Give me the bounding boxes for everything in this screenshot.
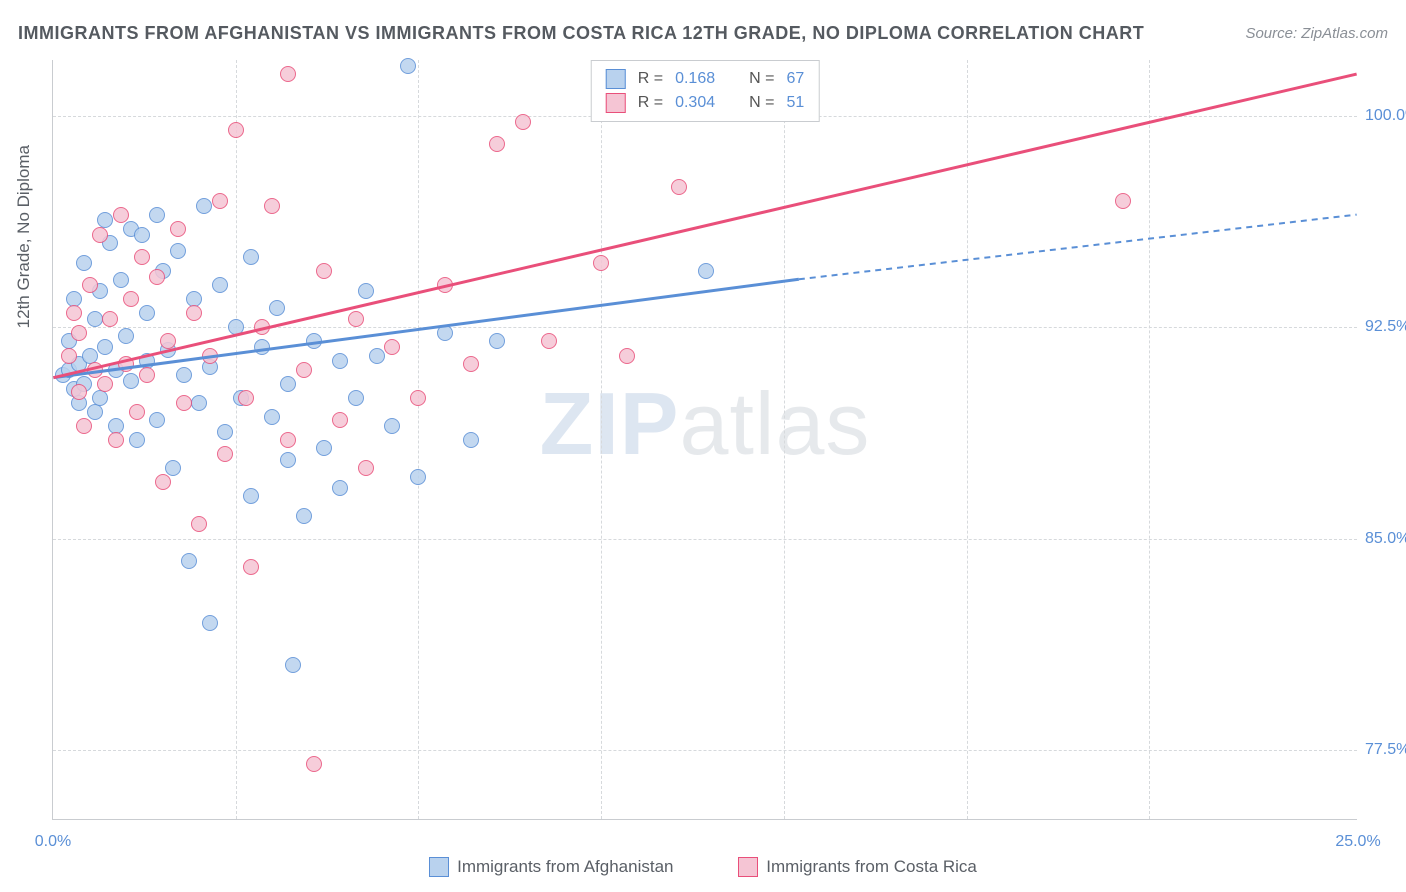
legend-r-value: 0.304 <box>675 94 715 112</box>
legend-stats-row: R = 0.304 N = 51 <box>606 91 805 115</box>
chart-title: IMMIGRANTS FROM AFGHANISTAN VS IMMIGRANT… <box>18 23 1144 44</box>
legend-n-label: N = <box>749 94 774 112</box>
legend-r-label: R = <box>638 94 663 112</box>
y-tick-label: 92.5% <box>1365 318 1406 336</box>
x-tick-label: 0.0% <box>35 833 71 851</box>
legend-label: Immigrants from Afghanistan <box>457 857 673 877</box>
legend-bottom: Immigrants from Afghanistan Immigrants f… <box>0 857 1406 882</box>
y-tick-label: 85.0% <box>1365 530 1406 548</box>
x-tick-label: 25.0% <box>1335 833 1380 851</box>
legend-item: Immigrants from Afghanistan <box>429 857 673 877</box>
legend-r-value: 0.168 <box>675 70 715 88</box>
legend-stats: R = 0.168 N = 67 R = 0.304 N = 51 <box>591 60 820 122</box>
legend-swatch <box>429 857 449 877</box>
source-label: Source: ZipAtlas.com <box>1245 25 1388 42</box>
title-bar: IMMIGRANTS FROM AFGHANISTAN VS IMMIGRANT… <box>18 18 1388 48</box>
y-tick-label: 100.0% <box>1365 107 1406 125</box>
trend-lines <box>53 60 1357 819</box>
chart-plot-area: ZIPatlas R = 0.168 N = 67 R = 0.304 N = … <box>52 60 1357 820</box>
legend-n-value: 51 <box>786 94 804 112</box>
legend-swatch <box>606 93 626 113</box>
legend-r-label: R = <box>638 70 663 88</box>
y-tick-label: 77.5% <box>1365 741 1406 759</box>
legend-swatch <box>738 857 758 877</box>
y-axis-label: 12th Grade, No Diploma <box>14 145 34 328</box>
legend-swatch <box>606 69 626 89</box>
legend-n-label: N = <box>749 70 774 88</box>
legend-n-value: 67 <box>786 70 804 88</box>
legend-item: Immigrants from Costa Rica <box>738 857 977 877</box>
legend-label: Immigrants from Costa Rica <box>766 857 977 877</box>
legend-stats-row: R = 0.168 N = 67 <box>606 67 805 91</box>
